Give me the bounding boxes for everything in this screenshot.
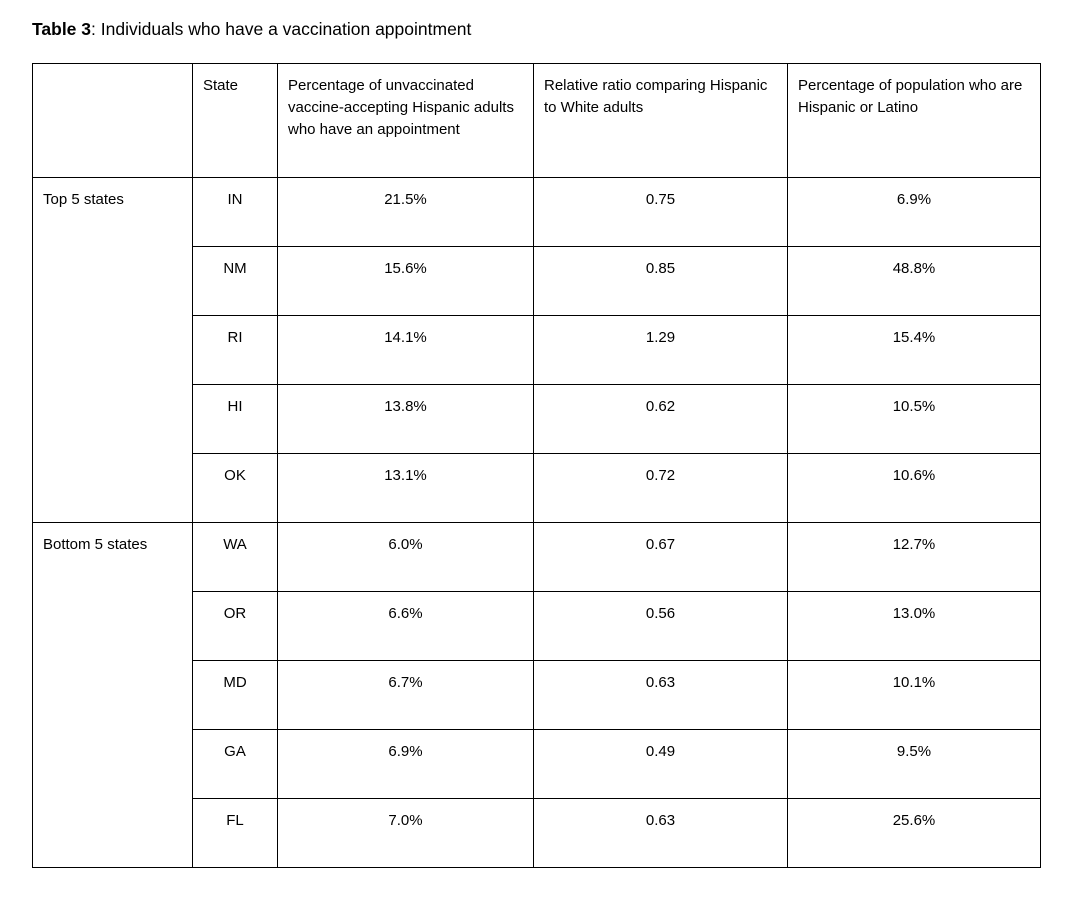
relative-ratio-cell: 0.85	[533, 246, 788, 316]
table-row: MD 6.7% 0.63 10.1%	[33, 660, 1041, 730]
relative-ratio-cell: 0.63	[533, 660, 788, 730]
group-label-bottom5: Bottom 5 states	[32, 522, 193, 868]
state-cell: GA	[192, 729, 278, 799]
pct-appointment-cell: 6.6%	[277, 591, 534, 661]
relative-ratio-cell: 0.63	[533, 798, 788, 868]
table-row: Bottom 5 states WA 6.0% 0.67 12.7%	[32, 522, 1041, 868]
relative-ratio-cell: 0.62	[533, 384, 788, 454]
pct-population-cell: 10.5%	[787, 384, 1041, 454]
pct-appointment-cell: 6.9%	[277, 729, 534, 799]
vaccination-appointment-table: State Percentage of unvaccinated vaccine…	[32, 63, 1041, 868]
pct-appointment-cell: 15.6%	[277, 246, 534, 316]
table-header-row: State Percentage of unvaccinated vaccine…	[32, 63, 1041, 178]
pct-appointment-cell: 6.7%	[277, 660, 534, 730]
pct-population-cell: 10.1%	[787, 660, 1041, 730]
header-pct-hispanic-population: Percentage of population who are Hispani…	[787, 63, 1041, 178]
state-cell: FL	[192, 798, 278, 868]
table-row: HI 13.8% 0.62 10.5%	[33, 384, 1041, 454]
state-cell: HI	[192, 384, 278, 454]
table-row: NM 15.6% 0.85 48.8%	[33, 246, 1041, 316]
relative-ratio-cell: 0.72	[533, 453, 788, 523]
pct-population-cell: 12.7%	[787, 522, 1041, 592]
header-relative-ratio: Relative ratio comparing Hispanic to Whi…	[533, 63, 788, 178]
header-state: State	[192, 63, 278, 178]
header-group	[32, 63, 193, 178]
table-row: RI 14.1% 1.29 15.4%	[33, 315, 1041, 385]
pct-appointment-cell: 21.5%	[277, 177, 534, 247]
pct-appointment-cell: 7.0%	[277, 798, 534, 868]
pct-population-cell: 48.8%	[787, 246, 1041, 316]
pct-population-cell: 10.6%	[787, 453, 1041, 523]
group-label-top5: Top 5 states	[32, 177, 193, 523]
state-cell: NM	[192, 246, 278, 316]
state-cell: RI	[192, 315, 278, 385]
state-cell: MD	[192, 660, 278, 730]
relative-ratio-cell: 0.56	[533, 591, 788, 661]
relative-ratio-cell: 0.75	[533, 177, 788, 247]
table-caption-text: : Individuals who have a vaccination app…	[91, 19, 472, 39]
pct-population-cell: 9.5%	[787, 729, 1041, 799]
pct-appointment-cell: 13.1%	[277, 453, 534, 523]
relative-ratio-cell: 0.67	[533, 522, 788, 592]
pct-appointment-cell: 14.1%	[277, 315, 534, 385]
header-pct-appointment: Percentage of unvaccinated vaccine-accep…	[277, 63, 534, 178]
state-cell: WA	[192, 522, 278, 592]
relative-ratio-cell: 0.49	[533, 729, 788, 799]
table-caption: Table 3: Individuals who have a vaccinat…	[32, 17, 1072, 41]
table-row: GA 6.9% 0.49 9.5%	[33, 729, 1041, 799]
relative-ratio-cell: 1.29	[533, 315, 788, 385]
pct-population-cell: 6.9%	[787, 177, 1041, 247]
table-caption-label: Table 3	[32, 19, 92, 39]
pct-population-cell: 25.6%	[787, 798, 1041, 868]
state-cell: OK	[192, 453, 278, 523]
state-cell: IN	[192, 177, 278, 247]
state-cell: OR	[192, 591, 278, 661]
table-row: OR 6.6% 0.56 13.0%	[33, 591, 1041, 661]
pct-appointment-cell: 13.8%	[277, 384, 534, 454]
table-row: OK 13.1% 0.72 10.6%	[33, 453, 1041, 523]
pct-appointment-cell: 6.0%	[277, 522, 534, 592]
pct-population-cell: 15.4%	[787, 315, 1041, 385]
pct-population-cell: 13.0%	[787, 591, 1041, 661]
table-row: FL 7.0% 0.63 25.6%	[33, 798, 1041, 868]
table-row: Top 5 states IN 21.5% 0.75 6.9%	[32, 177, 1041, 523]
